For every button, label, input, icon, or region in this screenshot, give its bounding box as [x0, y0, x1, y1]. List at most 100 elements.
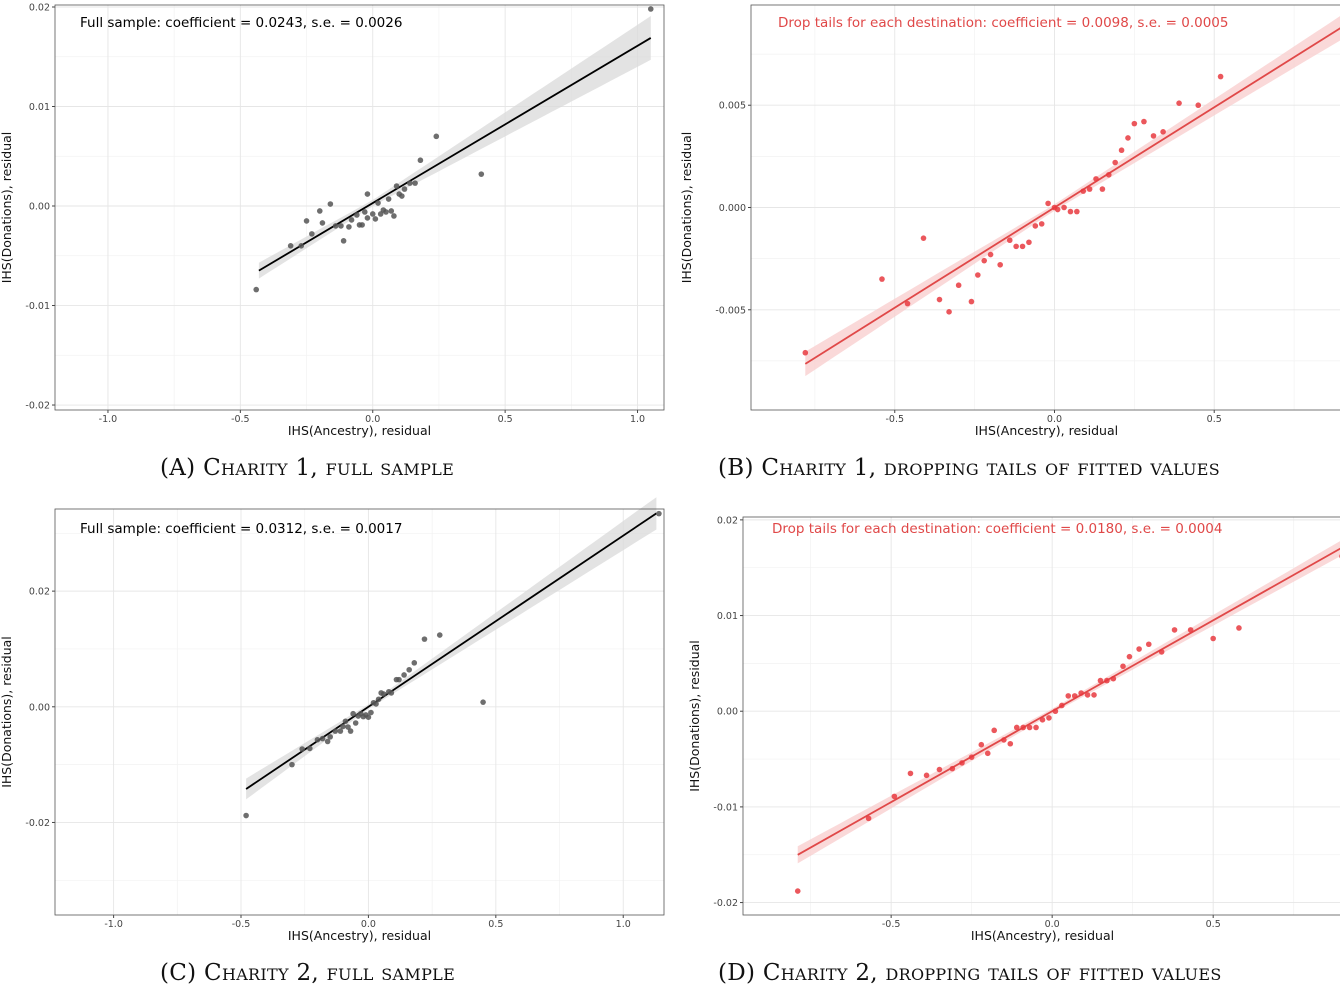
data-point: [352, 720, 359, 726]
x-tick-label: 0.5: [1206, 919, 1221, 930]
data-point: [1007, 740, 1014, 747]
panel-b-chart: -0.5 0.0 0.5 -0.005 0.000 0.005 Drop tails for…: [679, 4, 1340, 438]
data-point: [411, 660, 418, 666]
x-axis-label: IHS(Ancestry), residual: [975, 423, 1118, 438]
y-tick-label: 0.00: [29, 702, 50, 713]
data-point: [1052, 708, 1059, 715]
data-point: [1160, 129, 1166, 135]
major-gridlines: [55, 5, 664, 410]
data-point: [946, 309, 952, 315]
panel-b-caption: (B) Charity 1, dropping tails of fitted …: [718, 455, 1221, 481]
x-tick-label: 1.0: [616, 919, 631, 930]
data-point: [997, 261, 1003, 268]
data-point: [319, 220, 326, 226]
data-point: [1033, 724, 1039, 731]
y-tick-label: -0.01: [713, 802, 738, 813]
data-point: [324, 738, 331, 745]
y-axis-label: IHS(Donations), residual: [0, 636, 14, 788]
x-tick-label: 1.0: [630, 414, 645, 425]
data-point: [316, 208, 323, 214]
data-point: [1099, 186, 1106, 192]
y-axis-label: IHS(Donations), residual: [679, 132, 694, 284]
data-point: [1078, 690, 1084, 696]
data-point: [959, 760, 965, 766]
data-point: [1013, 724, 1020, 731]
data-point: [407, 180, 413, 186]
panel-c-caption: (C) Charity 2, full sample: [160, 960, 456, 986]
data-points: [802, 73, 1224, 356]
annotation-text: Full sample: coefficient = 0.0312, s.e. …: [80, 521, 402, 537]
data-point: [385, 196, 392, 202]
data-point: [364, 191, 371, 197]
data-point: [375, 696, 382, 703]
data-point: [303, 218, 310, 224]
major-gridlines: [743, 517, 1340, 915]
x-axis-label: IHS(Ancestry), residual: [288, 928, 431, 943]
data-point: [1136, 646, 1142, 652]
y-tick-label: -0.02: [713, 898, 738, 909]
data-point: [923, 772, 930, 779]
data-point: [348, 217, 355, 223]
data-point: [1086, 186, 1093, 192]
y-axis-label: IHS(Donations), residual: [0, 132, 14, 284]
data-point: [794, 888, 801, 894]
x-tick-label: -0.5: [231, 414, 250, 425]
data-point: [346, 224, 352, 230]
plot-border: [750, 4, 1340, 411]
data-point: [656, 510, 662, 517]
data-point: [388, 208, 395, 214]
data-point: [936, 766, 943, 773]
data-point: [987, 251, 994, 258]
data-point: [289, 761, 295, 768]
x-tick-label: -0.5: [885, 414, 904, 425]
x-tick-label: 0.0: [1047, 414, 1062, 425]
data-point: [1120, 663, 1126, 670]
y-tick-label: -0.02: [25, 401, 50, 412]
data-point: [391, 213, 397, 219]
data-point: [1210, 635, 1216, 642]
data-point: [372, 216, 379, 222]
data-point: [891, 793, 898, 800]
data-point: [253, 286, 260, 293]
data-point: [1195, 102, 1202, 109]
data-point: [1026, 239, 1032, 246]
data-point: [340, 238, 347, 244]
x-axis-label: IHS(Ancestry), residual: [288, 423, 431, 438]
data-points: [243, 510, 662, 819]
data-point: [243, 812, 249, 819]
data-point: [1084, 692, 1091, 698]
data-point: [1217, 73, 1224, 80]
data-point: [1158, 649, 1165, 655]
data-point: [1045, 200, 1051, 207]
data-point: [383, 209, 389, 215]
major-gridlines: [751, 5, 1340, 410]
fitted-line: [804, 27, 1340, 365]
data-point: [1080, 188, 1087, 194]
data-point: [342, 718, 349, 725]
data-point: [984, 750, 991, 757]
major-gridlines: [55, 509, 664, 915]
data-points: [794, 554, 1340, 894]
x-tick-label: 0.5: [498, 414, 513, 425]
data-point: [412, 180, 418, 186]
data-point: [417, 157, 424, 164]
data-point: [327, 734, 333, 740]
data-point: [1110, 675, 1117, 682]
panel-d-chart: -0.5 0.0 0.5 -0.02 -0.01 0.00 0.01 0.02 Drop tai…: [687, 515, 1340, 943]
data-point: [421, 636, 428, 642]
data-point: [1065, 693, 1072, 699]
data-points: [253, 6, 654, 293]
data-point: [298, 243, 305, 249]
data-point: [1019, 243, 1026, 250]
x-tick-label: 0.0: [361, 919, 376, 930]
data-point: [1118, 147, 1125, 154]
data-point: [327, 201, 334, 207]
data-point: [1105, 171, 1112, 178]
data-point: [399, 193, 405, 199]
data-point: [380, 691, 387, 697]
x-tick-label: -0.5: [882, 919, 901, 930]
plot-border: [742, 516, 1340, 916]
data-point: [406, 666, 412, 673]
data-point: [319, 735, 326, 742]
